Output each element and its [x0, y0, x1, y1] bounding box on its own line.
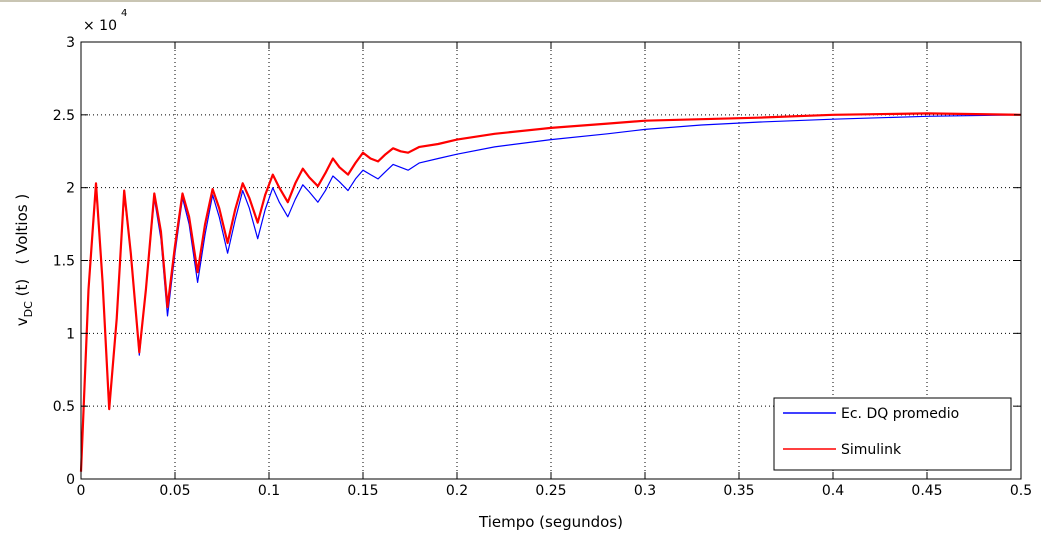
- x-tick-label: 0.15: [347, 483, 378, 499]
- x-tick-label: 0.05: [159, 483, 190, 499]
- y-tick-label: 3: [66, 35, 75, 51]
- legend-box: [773, 397, 1012, 471]
- y-tick-label: 1.5: [53, 254, 75, 270]
- y-tick-label: 0: [66, 472, 75, 488]
- series-layer: [79, 112, 1022, 472]
- x-tick-label: 0.1: [258, 483, 280, 499]
- x-tick-label: 0: [77, 483, 86, 499]
- y-tick-label: 2: [66, 181, 75, 197]
- x-tick-label: 0.25: [535, 483, 566, 499]
- legend-label-ec-dq: Ec. DQ promedio: [841, 406, 959, 422]
- legend-label-simulink: Simulink: [841, 442, 902, 458]
- x-tick-label: 0.35: [723, 483, 754, 499]
- window-top-border: [0, 0, 1041, 2]
- x-tick-label: 0.45: [911, 483, 942, 499]
- y-tick-label: 0.5: [53, 399, 75, 415]
- x-axis-label: Tiempo (segundos): [478, 513, 623, 531]
- y-axis-label-rest: (t) ( Voltios ): [13, 194, 31, 301]
- y-tick-label: 2.5: [53, 108, 75, 124]
- axis-ticks: [80, 41, 1022, 480]
- x-tick-label: 0.5: [1010, 483, 1032, 499]
- x-tick-label: 0.3: [634, 483, 656, 499]
- series-line-simulink: [79, 112, 1022, 472]
- y-tick-label: 1: [66, 326, 75, 342]
- y-axis-label-sub: DC: [22, 301, 35, 317]
- y-exponent-power: 4: [121, 8, 127, 19]
- y-exponent-base: × 10: [83, 18, 117, 34]
- legend: Ec. DQ promedio Simulink: [773, 397, 1012, 471]
- y-axis-label: vDC (t) ( Voltios ): [13, 194, 35, 326]
- tick-labels: 0 0.05 0.1 0.15 0.2 0.25 0.3 0.35 0.4 0.45 0.5 0 0.5…: [53, 35, 1032, 499]
- x-tick-label: 0.2: [446, 483, 468, 499]
- x-tick-label: 0.4: [822, 483, 844, 499]
- y-axis-label-v: v: [13, 317, 31, 326]
